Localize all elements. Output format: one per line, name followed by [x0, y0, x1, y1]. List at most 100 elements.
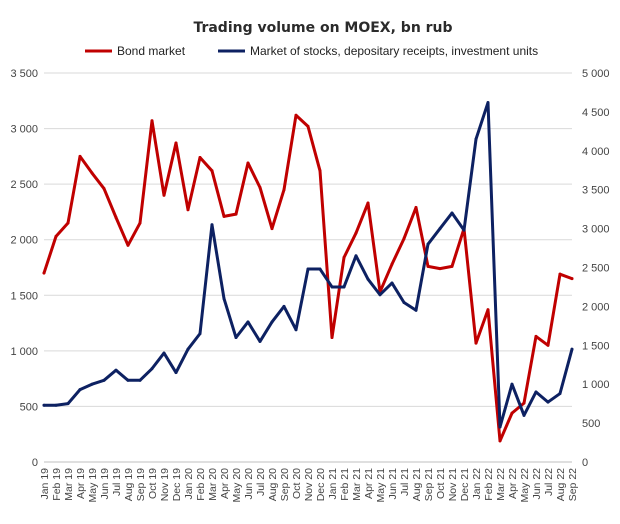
x-tick-label: Apr 21 — [363, 468, 375, 499]
x-tick-label: Oct 20 — [291, 468, 303, 499]
data-point-bond-market — [546, 343, 550, 347]
data-point-stock-market — [258, 339, 262, 343]
x-tick-label: Apr 19 — [75, 468, 87, 499]
data-point-stock-market — [354, 254, 358, 258]
right-y-tick-label: 1 000 — [582, 379, 610, 391]
data-point-bond-market — [522, 401, 526, 405]
data-point-stock-market — [222, 297, 226, 301]
data-point-bond-market — [222, 214, 226, 218]
data-point-stock-market — [462, 228, 466, 232]
right-y-tick-label: 4 500 — [582, 107, 610, 119]
x-tick-label: Oct 21 — [435, 468, 447, 499]
data-point-bond-market — [150, 119, 154, 123]
right-y-tick-label: 2 500 — [582, 263, 610, 275]
data-point-bond-market — [258, 185, 262, 189]
data-point-stock-market — [246, 320, 250, 324]
data-point-stock-market — [330, 285, 334, 289]
x-tick-label: Feb 19 — [51, 468, 63, 501]
data-point-bond-market — [78, 154, 82, 158]
data-point-stock-market — [210, 223, 214, 227]
x-tick-label: Sep 20 — [279, 468, 291, 501]
data-point-bond-market — [174, 141, 178, 145]
data-point-bond-market — [138, 221, 142, 225]
data-point-stock-market — [186, 347, 190, 351]
x-tick-label: Sep 19 — [135, 468, 147, 501]
x-tick-label: Jul 20 — [255, 468, 267, 496]
data-point-stock-market — [282, 304, 286, 308]
x-tick-label: Nov 19 — [159, 468, 171, 501]
data-point-stock-market — [306, 267, 310, 271]
x-tick-label: Feb 21 — [339, 468, 351, 501]
left-y-tick-label: 0 — [32, 457, 38, 469]
left-y-tick-label: 500 — [20, 401, 38, 413]
x-tick-label: Dec 20 — [315, 468, 327, 501]
x-tick-label: Jun 21 — [387, 468, 399, 500]
x-tick-label: Jan 22 — [471, 468, 483, 500]
data-point-bond-market — [162, 193, 166, 197]
data-point-bond-market — [246, 161, 250, 165]
x-tick-label: Mar 19 — [63, 468, 75, 501]
data-point-bond-market — [330, 336, 334, 340]
x-tick-label: Jun 19 — [99, 468, 111, 500]
x-tick-label: Jun 20 — [243, 468, 255, 500]
data-point-stock-market — [474, 137, 478, 141]
data-point-stock-market — [150, 367, 154, 371]
data-point-stock-market — [498, 425, 502, 429]
data-point-bond-market — [114, 215, 118, 219]
x-tick-label: Aug 21 — [411, 468, 423, 501]
x-axis-tick-labels: Jan 19 Feb 19 Mar 19 Apr 19 May 19 Jun 19 Jul … — [39, 468, 579, 503]
data-point-bond-market — [426, 264, 430, 268]
data-point-bond-market — [102, 187, 106, 191]
x-tick-label: May 20 — [231, 468, 243, 503]
right-axis-tick-labels: 0 500 1 000 1 500 2 000 2 500 3 000 3 500 4 000 4… — [582, 68, 610, 469]
chart-title: Trading volume on MOEX, bn rub — [193, 20, 452, 36]
legend-label-bond-market: Bond market — [117, 44, 186, 58]
data-point-bond-market — [366, 201, 370, 205]
data-point-bond-market — [306, 124, 310, 128]
x-tick-label: Apr 22 — [507, 468, 519, 499]
x-tick-label: Nov 20 — [303, 468, 315, 501]
data-point-stock-market — [234, 336, 238, 340]
data-point-bond-market — [318, 169, 322, 173]
data-point-stock-market — [534, 390, 538, 394]
data-point-bond-market — [414, 205, 418, 209]
data-point-stock-market — [378, 293, 382, 297]
data-point-stock-market — [318, 267, 322, 271]
data-point-bond-market — [402, 237, 406, 241]
data-point-stock-market — [438, 227, 442, 231]
data-point-stock-market — [414, 308, 418, 312]
data-point-bond-market — [570, 277, 574, 281]
data-point-stock-market — [78, 388, 82, 392]
legend-label-stock-market: Market of stocks, depositary receipts, i… — [250, 44, 538, 58]
left-y-tick-label: 1 500 — [10, 290, 38, 302]
data-point-stock-market — [294, 328, 298, 332]
x-tick-label: Dec 21 — [459, 468, 471, 501]
left-axis-tick-labels: 0 500 1 000 1 500 2 000 2 500 3 000 3 500 — [10, 68, 38, 469]
right-y-tick-label: 4 000 — [582, 146, 610, 158]
x-tick-label: Nov 21 — [447, 468, 459, 501]
left-y-tick-label: 3 500 — [10, 68, 38, 80]
x-tick-label: Jan 21 — [327, 468, 339, 500]
left-y-tick-label: 2 000 — [10, 235, 38, 247]
x-tick-label: Feb 22 — [483, 468, 495, 501]
data-point-stock-market — [402, 301, 406, 305]
x-tick-label: Jul 22 — [543, 468, 555, 496]
data-point-stock-market — [366, 277, 370, 281]
data-point-bond-market — [438, 267, 442, 271]
data-point-stock-market — [342, 285, 346, 289]
data-point-stock-market — [42, 403, 46, 407]
data-point-bond-market — [90, 171, 94, 175]
data-point-stock-market — [66, 402, 70, 406]
data-point-stock-market — [162, 351, 166, 355]
right-y-tick-label: 2 000 — [582, 301, 610, 313]
data-point-bond-market — [558, 272, 562, 276]
data-point-stock-market — [102, 378, 106, 382]
x-tick-label: Dec 19 — [171, 468, 183, 501]
x-tick-label: Sep 22 — [567, 468, 579, 501]
series-line-bond-market — [42, 113, 574, 443]
data-point-bond-market — [186, 208, 190, 212]
data-point-bond-market — [390, 262, 394, 266]
right-y-tick-label: 5 000 — [582, 68, 610, 80]
data-point-bond-market — [534, 334, 538, 338]
x-tick-label: Mar 22 — [495, 468, 507, 501]
